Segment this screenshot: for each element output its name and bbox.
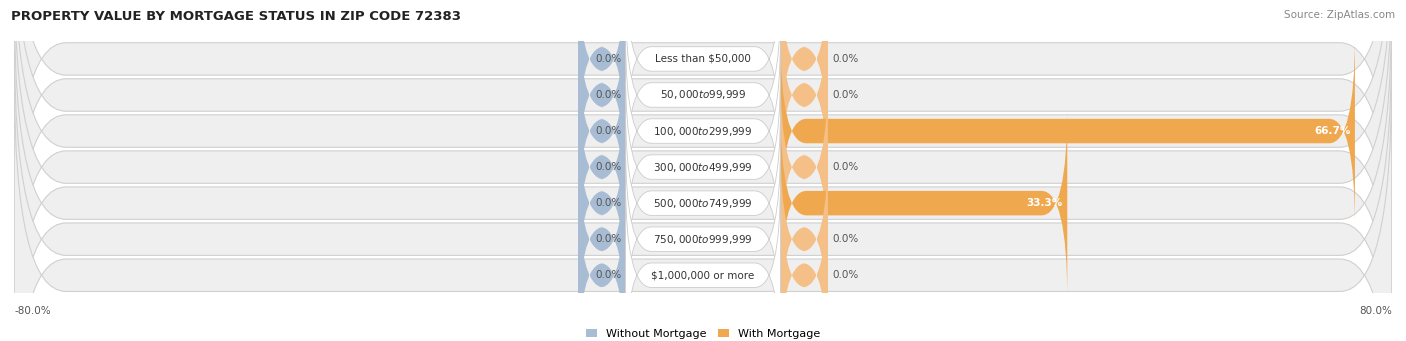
FancyBboxPatch shape [14,0,1392,331]
FancyBboxPatch shape [578,179,626,341]
FancyBboxPatch shape [626,35,780,227]
Text: 0.0%: 0.0% [595,54,621,64]
FancyBboxPatch shape [626,143,780,335]
Text: 80.0%: 80.0% [1360,306,1392,316]
FancyBboxPatch shape [780,143,828,335]
FancyBboxPatch shape [780,35,1355,227]
Text: $300,000 to $499,999: $300,000 to $499,999 [654,161,752,174]
FancyBboxPatch shape [626,0,780,191]
Text: 0.0%: 0.0% [595,234,621,244]
FancyBboxPatch shape [578,143,626,335]
Text: -80.0%: -80.0% [14,306,51,316]
FancyBboxPatch shape [780,0,828,191]
Text: 66.7%: 66.7% [1315,126,1351,136]
Text: 0.0%: 0.0% [832,90,859,100]
Text: $100,000 to $299,999: $100,000 to $299,999 [654,124,752,137]
FancyBboxPatch shape [14,3,1392,341]
FancyBboxPatch shape [14,75,1392,341]
FancyBboxPatch shape [780,179,828,341]
Text: $500,000 to $749,999: $500,000 to $749,999 [654,197,752,210]
Text: $50,000 to $99,999: $50,000 to $99,999 [659,89,747,102]
FancyBboxPatch shape [780,107,1067,299]
Text: $1,000,000 or more: $1,000,000 or more [651,270,755,280]
Text: 0.0%: 0.0% [595,198,621,208]
FancyBboxPatch shape [626,107,780,299]
FancyBboxPatch shape [780,71,828,263]
Text: Less than $50,000: Less than $50,000 [655,54,751,64]
Text: 0.0%: 0.0% [595,270,621,280]
Text: Source: ZipAtlas.com: Source: ZipAtlas.com [1284,10,1395,20]
FancyBboxPatch shape [14,39,1392,341]
FancyBboxPatch shape [14,0,1392,295]
Text: $750,000 to $999,999: $750,000 to $999,999 [654,233,752,246]
Text: 0.0%: 0.0% [595,90,621,100]
Text: 0.0%: 0.0% [595,126,621,136]
FancyBboxPatch shape [578,0,626,155]
FancyBboxPatch shape [578,71,626,263]
FancyBboxPatch shape [578,35,626,227]
Text: 0.0%: 0.0% [832,270,859,280]
Text: PROPERTY VALUE BY MORTGAGE STATUS IN ZIP CODE 72383: PROPERTY VALUE BY MORTGAGE STATUS IN ZIP… [11,10,461,23]
Text: 0.0%: 0.0% [832,54,859,64]
FancyBboxPatch shape [626,71,780,263]
Legend: Without Mortgage, With Mortgage: Without Mortgage, With Mortgage [582,324,824,341]
FancyBboxPatch shape [14,0,1392,341]
FancyBboxPatch shape [626,179,780,341]
Text: 33.3%: 33.3% [1026,198,1063,208]
Text: 0.0%: 0.0% [832,234,859,244]
Text: 0.0%: 0.0% [832,162,859,172]
FancyBboxPatch shape [578,0,626,191]
Text: 0.0%: 0.0% [595,162,621,172]
FancyBboxPatch shape [626,0,780,155]
FancyBboxPatch shape [780,0,828,155]
FancyBboxPatch shape [578,107,626,299]
FancyBboxPatch shape [14,0,1392,259]
